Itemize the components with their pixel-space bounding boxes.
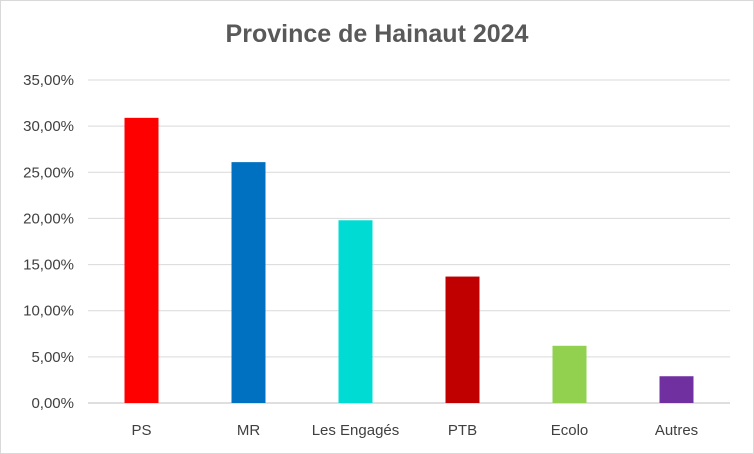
- x-tick-label: Les Engagés: [312, 422, 400, 439]
- bar-mr: [231, 162, 266, 403]
- y-tick-label: 35,00%: [23, 72, 74, 89]
- x-tick-label: PTB: [448, 422, 477, 439]
- bar-ps: [124, 117, 159, 403]
- gridlines: [88, 79, 730, 404]
- y-tick-label: 0,00%: [31, 395, 74, 412]
- chart-title: Province de Hainaut 2024: [225, 20, 529, 48]
- y-tick-label: 30,00%: [23, 118, 74, 135]
- x-axis: PS MR Les Engagés PTB Ecolo Autres: [131, 422, 698, 439]
- y-axis: 0,00% 5,00% 10,00% 15,00% 20,00% 25,00% 30,00%…: [23, 72, 74, 412]
- y-tick-label: 5,00%: [31, 349, 74, 366]
- bars: [124, 117, 694, 403]
- x-tick-label: PS: [131, 422, 151, 439]
- y-tick-label: 10,00%: [23, 303, 74, 320]
- bar-les-engag-s: [338, 220, 373, 403]
- bar-ecolo: [552, 345, 587, 403]
- x-tick-label: Autres: [655, 422, 698, 439]
- y-tick-label: 15,00%: [23, 257, 74, 274]
- y-tick-label: 25,00%: [23, 164, 74, 181]
- x-tick-label: Ecolo: [551, 422, 589, 439]
- bar-ptb: [445, 276, 480, 403]
- y-tick-label: 20,00%: [23, 210, 74, 227]
- bar-autres: [659, 376, 694, 403]
- x-tick-label: MR: [237, 422, 260, 439]
